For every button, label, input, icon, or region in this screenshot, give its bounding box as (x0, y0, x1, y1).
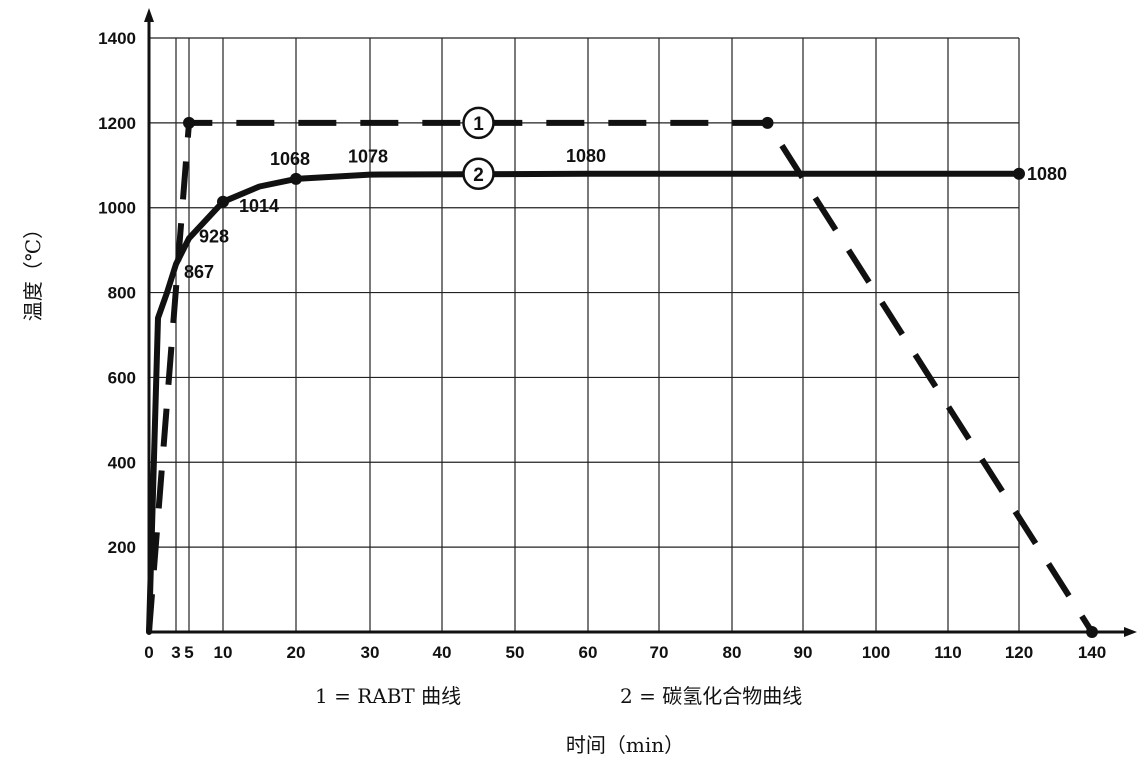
axes (144, 8, 1137, 637)
x-tick-labels: 0 3 5 10 20 30 40 50 60 70 80 90 100 110 120 140 (144, 643, 1106, 662)
x-tick-label: 30 (361, 643, 380, 662)
data-point (1013, 167, 1025, 180)
x-tick-label: 0 (144, 643, 153, 662)
x-tick-label: 80 (723, 643, 742, 662)
series-marker-label: 1 (473, 114, 484, 135)
data-point (761, 116, 774, 129)
x-tick-label: 10 (214, 643, 233, 662)
x-tick-label: 5 (184, 643, 193, 662)
y-tick-labels: 200 400 600 800 1000 1200 1400 (98, 29, 136, 557)
grid-lines (149, 37, 1020, 632)
data-label: 1080 (566, 146, 606, 166)
data-point (217, 195, 229, 208)
series-marker-circle (462, 157, 495, 191)
x-tick-label: 60 (579, 643, 598, 662)
series-marker-label: 2 (473, 165, 484, 186)
x-tick-label: 120 (1005, 643, 1033, 662)
x-tick-label: 50 (506, 643, 525, 662)
x-tick-label: 20 (287, 643, 306, 662)
x-tick-label: 100 (862, 643, 890, 662)
y-axis-arrow (144, 8, 154, 22)
data-point (1086, 626, 1098, 638)
x-tick-label: 110 (934, 643, 961, 662)
legend: 1 = RABT 曲线 2 = 碳氢化合物曲线 (315, 684, 802, 708)
data-label: 928 (199, 226, 229, 246)
data-point (183, 116, 195, 129)
x-tick-label: 3 (171, 643, 180, 662)
y-tick-label: 800 (108, 284, 136, 303)
x-tick-label: 90 (794, 643, 813, 662)
y-tick-label: 200 (108, 538, 136, 557)
data-label: 1080 (1027, 164, 1067, 184)
data-label: 867 (184, 262, 214, 282)
y-tick-label: 1400 (98, 29, 136, 48)
y-axis-label: 温度（℃） (21, 219, 45, 321)
data-label: 1068 (270, 149, 310, 169)
y-tick-label: 400 (108, 453, 136, 472)
y-tick-label: 600 (108, 368, 136, 387)
x-tick-label: 140 (1078, 643, 1106, 662)
series-marker-circle (462, 106, 495, 140)
data-point (290, 172, 302, 185)
series-lines: 12 (146, 106, 1098, 638)
series-line-1 (146, 119, 1095, 634)
x-axis-arrow (1124, 627, 1137, 637)
x-tick-label: 40 (433, 643, 452, 662)
y-tick-label: 1000 (98, 199, 136, 218)
data-label: 1014 (239, 196, 279, 216)
x-tick-label: 70 (650, 643, 669, 662)
legend-entry: 2 = 碳氢化合物曲线 (620, 684, 802, 708)
data-annotations: 867 928 1014 1068 1078 1080 1080 (184, 146, 1067, 282)
legend-entry: 1 = RABT 曲线 (315, 684, 461, 708)
x-axis-label: 时间（min） (566, 733, 684, 757)
series-line-2 (146, 170, 1022, 635)
y-tick-label: 1200 (98, 114, 136, 133)
data-label: 1078 (348, 147, 388, 167)
